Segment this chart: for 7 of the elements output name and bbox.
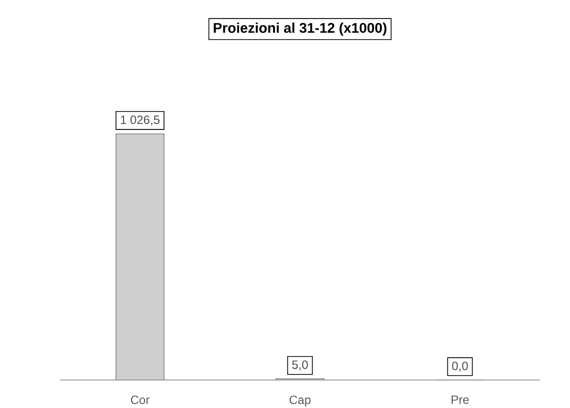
data-label: 0,0	[452, 362, 468, 372]
data-label: 5,0	[292, 360, 308, 370]
x-tick-label: Cap	[290, 396, 310, 406]
x-tick-label: Pre	[452, 396, 469, 404]
data-label: 1 026,5	[120, 116, 160, 126]
chart-title: Proiezioni al 31-12 (x1000)	[214, 22, 386, 36]
x-tick-label: Cor	[130, 396, 150, 404]
